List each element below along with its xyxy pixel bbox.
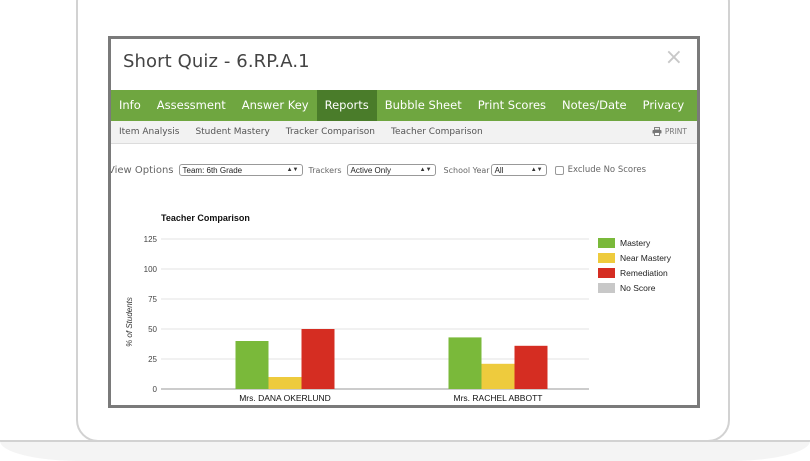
- modal-title: Short Quiz - 6.RP.A.1: [123, 51, 310, 72]
- tab-privacy[interactable]: Privacy: [642, 98, 685, 112]
- subtab-student-mastery[interactable]: Student Mastery: [195, 127, 270, 137]
- bar: [301, 329, 335, 389]
- print-button[interactable]: PRINT: [652, 127, 687, 136]
- school-year-select-value: All: [494, 165, 504, 175]
- bar: [514, 345, 548, 389]
- x-tick-label: Mrs. DANA OKERLUND: [239, 393, 331, 403]
- bar: [235, 341, 269, 389]
- tab-print-scores[interactable]: Print Scores: [477, 98, 547, 112]
- bar: [481, 363, 515, 389]
- legend-swatch: [598, 268, 615, 278]
- y-tick-label: 125: [144, 235, 158, 244]
- y-tick-label: 75: [148, 295, 157, 304]
- legend-label: Remediation: [620, 268, 668, 278]
- select-arrows-icon: ▲▼: [286, 167, 299, 173]
- subtab-teacher-comparison[interactable]: Teacher Comparison: [391, 127, 483, 137]
- team-select[interactable]: Team: 6th Grade ▲▼: [178, 164, 303, 176]
- tab-assessment[interactable]: Assessment: [156, 98, 226, 112]
- legend-label: Near Mastery: [620, 253, 672, 263]
- trackers-select[interactable]: Active Only ▲▼: [346, 164, 436, 176]
- tab-bubble-sheet[interactable]: Bubble Sheet: [384, 98, 462, 112]
- legend-label: No Score: [620, 283, 656, 293]
- report-modal: Short Quiz - 6.RP.A.1 × Info Assessment …: [108, 36, 700, 408]
- x-tick-label: Mrs. RACHEL ABBOTT: [454, 393, 543, 403]
- print-label: PRINT: [664, 127, 687, 136]
- subtab-item-analysis[interactable]: Item Analysis: [119, 127, 180, 137]
- view-options-label: View Options: [108, 164, 174, 176]
- view-options-bar: View Options Team: 6th Grade ▲▼ Trackers…: [111, 161, 697, 179]
- y-tick-label: 100: [144, 265, 158, 274]
- tab-answer-key[interactable]: Answer Key: [241, 98, 309, 112]
- bar: [268, 377, 302, 389]
- main-nav: Info Assessment Answer Key Reports Bubbl…: [111, 90, 697, 121]
- y-tick-label: 50: [148, 325, 157, 334]
- legend-label: Mastery: [620, 238, 651, 248]
- school-year-select[interactable]: All ▲▼: [490, 164, 547, 176]
- tab-info[interactable]: Info: [119, 98, 141, 112]
- exclude-no-scores-label: Exclude No Scores: [567, 165, 647, 175]
- y-tick-label: 0: [153, 385, 158, 394]
- close-icon[interactable]: ×: [664, 45, 683, 70]
- y-tick-label: 25: [148, 355, 157, 364]
- school-year-label: School Year: [443, 165, 490, 175]
- y-axis-label: % of Students: [125, 297, 134, 347]
- report-subnav: Item Analysis Student Mastery Tracker Co…: [111, 121, 697, 144]
- tab-reports[interactable]: Reports: [316, 90, 377, 121]
- select-arrows-icon: ▲▼: [419, 167, 432, 173]
- chart-title: Teacher Comparison: [161, 213, 250, 223]
- printer-icon: [652, 127, 662, 136]
- subtab-tracker-comparison[interactable]: Tracker Comparison: [285, 127, 376, 137]
- legend-swatch: [598, 238, 615, 248]
- trackers-select-value: Active Only: [350, 165, 391, 175]
- select-arrows-icon: ▲▼: [530, 167, 543, 173]
- tab-notes-date[interactable]: Notes/Date: [562, 98, 627, 112]
- teacher-comparison-chart: Teacher Comparison % of Students 0 25 50 75…: [125, 213, 672, 403]
- laptop-base: [0, 440, 810, 461]
- legend-swatch: [598, 253, 615, 263]
- legend-swatch: [598, 283, 615, 293]
- bar: [448, 337, 482, 389]
- team-select-value: Team: 6th Grade: [182, 165, 243, 175]
- exclude-no-scores-checkbox[interactable]: [554, 165, 564, 175]
- trackers-label: Trackers: [308, 165, 342, 175]
